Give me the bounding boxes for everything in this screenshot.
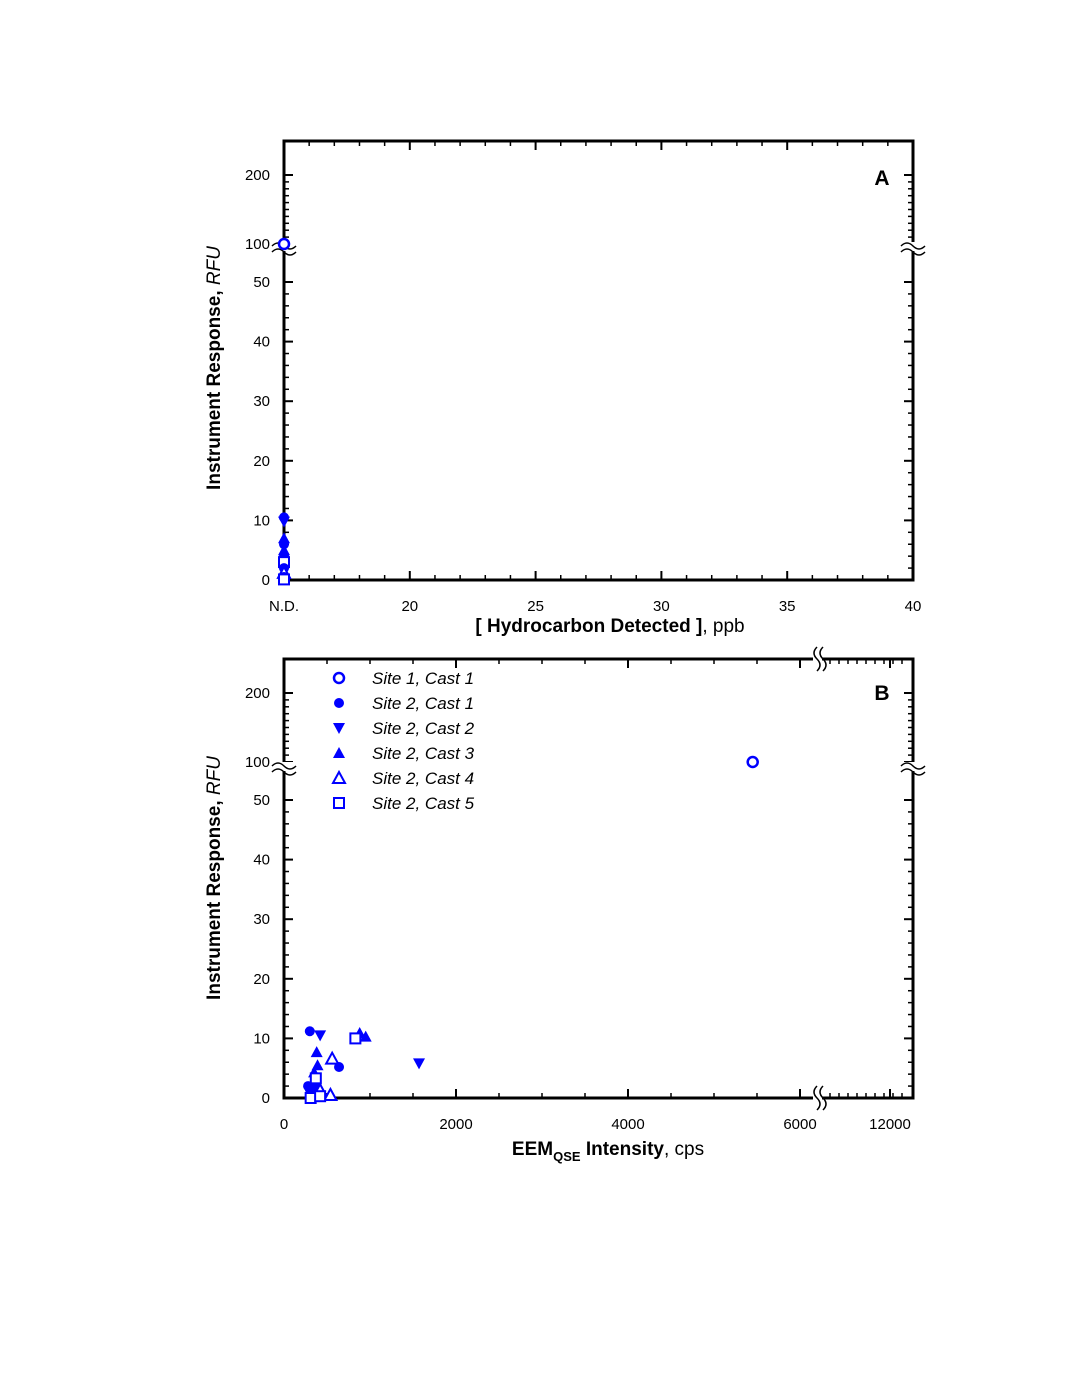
axis-break-mark	[819, 646, 827, 672]
panel-b-x-title-rest: Intensity	[581, 1139, 665, 1160]
data-point	[331, 769, 347, 784]
y-tick-label: 40	[253, 334, 270, 351]
axis-break-mark	[813, 646, 821, 672]
x-tick-label: 12000	[869, 1116, 911, 1133]
y-tick-label: 20	[253, 453, 270, 470]
panel-b-letter: B	[874, 682, 889, 705]
data-point	[278, 573, 290, 586]
panel-a-x-tick-labels: N.D. 20 25 30 35 40	[269, 598, 921, 615]
data-point	[334, 698, 344, 708]
y-tick-label: 100	[245, 236, 270, 253]
panel-a-grid-layer	[283, 141, 914, 581]
axis-break-mark	[900, 768, 926, 776]
data-point	[314, 1090, 327, 1103]
panel-a: 0 10 20 30 40 50 100 200 N.D. 20 25 30 35 40 A [ Hyd…	[204, 139, 926, 637]
axis-break-mark	[900, 762, 926, 770]
data-point	[333, 797, 345, 809]
y-tick-label: 50	[253, 792, 270, 809]
data-point	[359, 1030, 372, 1042]
x-tick-label: 0	[280, 1116, 288, 1133]
data-point	[349, 1032, 362, 1045]
axis-break-mark	[819, 1085, 827, 1111]
axis-break-mark	[271, 762, 297, 770]
data-point	[322, 1086, 339, 1102]
y-tick-label: 10	[253, 1030, 270, 1047]
panel-a-y-title-unit: RFU	[204, 246, 225, 285]
x-tick-label: 35	[779, 598, 796, 615]
axis-break-mark	[271, 768, 297, 776]
y-tick-label: 200	[245, 167, 270, 184]
data-point	[746, 755, 759, 769]
y-tick-label: 30	[253, 393, 270, 410]
y-tick-label: 100	[245, 754, 270, 771]
axis-break-mark	[813, 1085, 821, 1111]
panel-b-x-title-sub: QSE	[553, 1149, 581, 1164]
data-point	[278, 516, 290, 528]
legend-label: Site 2, Cast 5	[372, 794, 475, 813]
panel-b-y-axis-title: Instrument Response, RFU	[204, 756, 225, 1000]
panel-b-x-title-main: EEM	[512, 1139, 553, 1160]
panel-b-legend: Site 1, Cast 1 Site 2, Cast 1 Site 2, Cast…	[331, 669, 475, 813]
x-tick-label: 40	[905, 598, 922, 615]
data-point	[304, 1026, 315, 1037]
legend-label: Site 1, Cast 1	[372, 669, 474, 688]
panel-a-y-break-marks	[271, 242, 926, 256]
panel-b-plot-frame	[282, 657, 915, 1100]
x-tick-label: 2000	[439, 1116, 472, 1133]
panel-b: 0 10 20 30 40 50 100 200 0 2000 4000 6000 12000 Sit…	[204, 646, 926, 1164]
panel-b-markers	[303, 755, 759, 1104]
data-point	[310, 1046, 323, 1058]
data-point	[413, 1058, 426, 1070]
x-tick-label: 20	[401, 598, 418, 615]
axis-break-mark	[271, 248, 297, 256]
panel-a-x-axis-title: [ Hydrocarbon Detected ], ppb	[475, 616, 744, 637]
x-tick-label: 25	[527, 598, 544, 615]
data-point	[277, 237, 291, 251]
legend-label: Site 2, Cast 3	[372, 744, 475, 763]
data-point	[333, 723, 345, 734]
panel-b-y-tick-labels: 0 10 20 30 40 50 100 200	[245, 685, 270, 1107]
x-tick-label: 4000	[611, 1116, 644, 1133]
panel-b-x-title-unit: , cps	[664, 1139, 704, 1160]
panel-a-x-title-main: [ Hydrocarbon Detected ]	[475, 616, 702, 637]
y-tick-label: 40	[253, 852, 270, 869]
x-tick-label: N.D.	[269, 598, 299, 615]
x-tick-label: 6000	[783, 1116, 816, 1133]
panel-b-x-axis-title: EEMQSE Intensity, cps	[512, 1139, 704, 1164]
panel-a-letter: A	[874, 167, 889, 190]
y-tick-label: 0	[262, 1090, 270, 1107]
y-tick-label: 30	[253, 911, 270, 928]
y-tick-label: 0	[262, 572, 270, 589]
axis-break-mark	[900, 248, 926, 256]
y-tick-label: 200	[245, 685, 270, 702]
panel-a-plot-frame	[282, 139, 915, 582]
panel-b-y-title-unit: RFU	[204, 756, 225, 795]
legend-label: Site 2, Cast 2	[372, 719, 475, 738]
data-point	[314, 1030, 327, 1042]
axis-break-mark	[900, 242, 926, 250]
data-point	[309, 1072, 322, 1085]
legend-label: Site 2, Cast 1	[372, 694, 474, 713]
panel-a-markers	[276, 237, 292, 586]
panel-b-x-tick-labels: 0 2000 4000 6000 12000	[280, 1116, 911, 1133]
x-tick-label: 30	[653, 598, 670, 615]
panel-b-axis-break-marks	[271, 646, 926, 1111]
panel-a-y-title-main: Instrument Response,	[204, 285, 225, 490]
panel-a-y-tick-labels: 0 10 20 30 40 50 100 200	[245, 167, 270, 589]
y-tick-label: 20	[253, 971, 270, 988]
data-point	[324, 1050, 340, 1065]
y-tick-label: 50	[253, 274, 270, 291]
panel-a-x-title-unit: , ppb	[702, 616, 744, 637]
data-point	[333, 747, 345, 758]
panel-a-y-axis-title: Instrument Response, RFU	[204, 246, 225, 490]
y-tick-label: 10	[253, 512, 270, 529]
panel-b-y-title-main: Instrument Response,	[204, 795, 225, 1000]
data-point	[332, 671, 346, 685]
legend-label: Site 2, Cast 4	[372, 769, 474, 788]
